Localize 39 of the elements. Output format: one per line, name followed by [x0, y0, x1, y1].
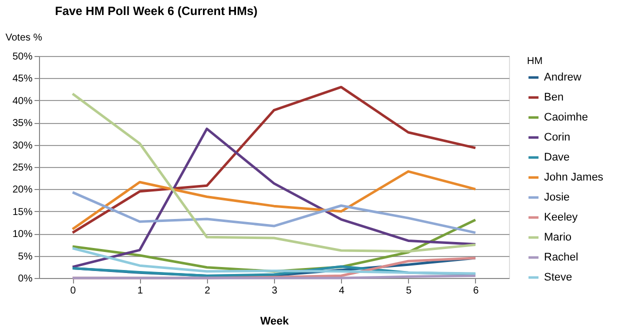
legend-label: Corin	[544, 132, 570, 144]
legend-label: Ben	[544, 92, 564, 104]
y-tick-label: 40%	[12, 96, 33, 107]
line-series	[71, 247, 477, 275]
legend-label: Dave	[544, 152, 570, 164]
x-tick-label: 4	[338, 286, 345, 296]
line-series	[71, 170, 477, 230]
x-tick-label: 1	[137, 286, 144, 296]
x-tick-label: 3	[272, 286, 278, 296]
line-series	[71, 86, 477, 234]
legend-label: Steve	[544, 272, 572, 284]
line-series	[71, 92, 477, 253]
y-tick-label: 25%	[12, 162, 33, 174]
y-tick-label: 15%	[12, 206, 33, 218]
line-series	[71, 128, 477, 268]
legend-label: Mario	[544, 232, 572, 244]
legend-label: Josie	[544, 192, 570, 204]
legend-label: Keeley	[544, 212, 578, 224]
y-tick-label: 35%	[12, 118, 33, 130]
y-tick-label: 10%	[12, 229, 33, 240]
legend-label: Rachel	[544, 252, 578, 264]
y-tick-label: 50%	[12, 52, 33, 62]
legend-label: Caoimhe	[544, 112, 588, 124]
chart-title: Fave HM Poll Week 6 (Current HMs)	[55, 4, 258, 18]
line-series	[71, 191, 477, 234]
x-tick-label: 0	[70, 286, 76, 296]
y-tick-label: 0%	[18, 274, 33, 284]
x-axis-title: Week	[260, 316, 290, 326]
y-tick-label: 30%	[12, 140, 33, 152]
y-tick-label: 20%	[12, 184, 33, 196]
x-tick-label: 5	[406, 286, 412, 296]
legend-title: HM	[527, 56, 543, 67]
legend-label: Andrew	[544, 72, 582, 84]
y-axis-title: Votes %	[6, 32, 42, 44]
legend-label: John James	[544, 172, 604, 184]
y-tick-label: 45%	[12, 74, 33, 85]
x-tick-label: 6	[473, 286, 480, 296]
x-tick-label: 2	[204, 286, 211, 296]
y-tick-label: 5%	[18, 251, 33, 262]
